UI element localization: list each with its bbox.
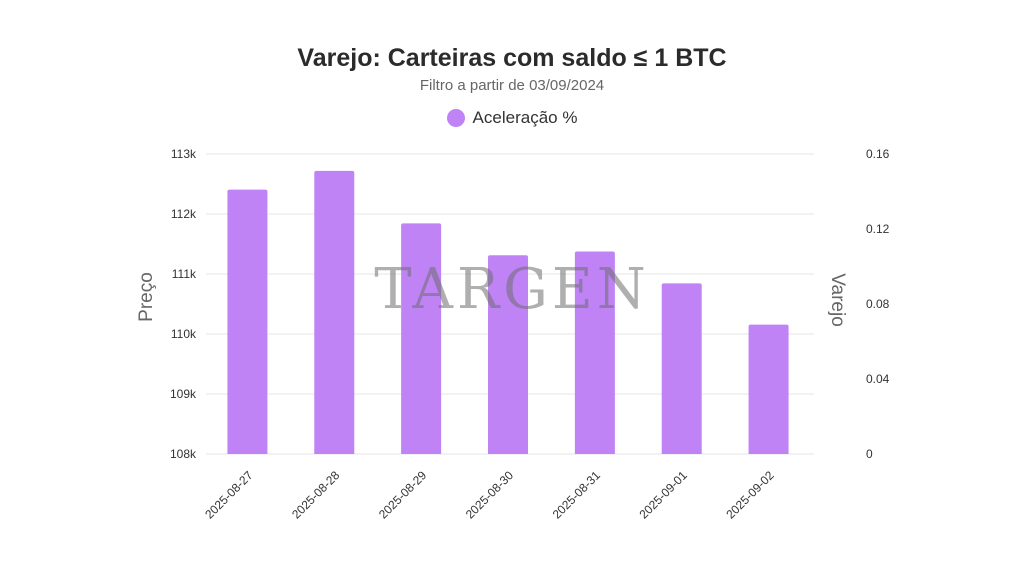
y-right-tick-label: 0.16 <box>866 147 890 161</box>
bar <box>314 170 355 454</box>
watermark: TARGEN <box>374 257 650 322</box>
y-left-tick-label: 113k <box>171 147 197 161</box>
y-left-tick-label: 109k <box>170 387 197 401</box>
x-axis-ticks: 2025-08-27 2025-08-28 2025-08-29 2025-08-30… <box>202 468 777 522</box>
y-right-tick-label: 0.12 <box>866 222 890 236</box>
y-left-tick-label: 111k <box>172 267 197 281</box>
bar <box>661 283 702 454</box>
legend-label: Aceleração % <box>472 108 578 127</box>
y-right-tick-label: 0 <box>866 447 873 461</box>
y-right-tick-label: 0.04 <box>866 372 890 386</box>
y-left-tick-label: 110k <box>171 327 197 341</box>
right-axis-ticks: 0 0.04 0.08 0.12 0.16 <box>866 147 890 461</box>
bar <box>488 255 528 454</box>
x-tick-label: 2025-09-02 <box>723 468 777 522</box>
bar <box>227 189 268 454</box>
legend-swatch <box>446 109 465 127</box>
x-tick-label: 2025-08-28 <box>289 468 343 522</box>
chart-subtitle: Filtro a partir de 03/09/2024 <box>419 77 605 94</box>
bar <box>574 251 615 454</box>
y-axis-right-title: Varejo <box>827 273 848 327</box>
x-tick-label: 2025-08-30 <box>463 468 517 522</box>
x-tick-label: 2025-08-31 <box>550 468 604 522</box>
y-right-tick-label: 0.08 <box>866 297 890 311</box>
x-tick-label: 2025-08-27 <box>202 468 256 522</box>
bars <box>227 170 789 454</box>
y-left-tick-label: 112k <box>171 207 197 221</box>
left-axis-ticks: 108k 109k 110k 111k 112k 113k <box>170 147 197 461</box>
legend: Aceleração % <box>0 108 1024 128</box>
y-axis-left-title: Preço <box>136 272 157 322</box>
x-tick-label: 2025-08-29 <box>376 468 430 522</box>
x-tick-label: 2025-09-01 <box>637 468 691 522</box>
y-left-tick-label: 108k <box>170 447 197 461</box>
chart-title: Varejo: Carteiras com saldo ≤ 1 BTC <box>297 44 727 72</box>
bar <box>401 223 442 454</box>
bar <box>748 324 789 454</box>
